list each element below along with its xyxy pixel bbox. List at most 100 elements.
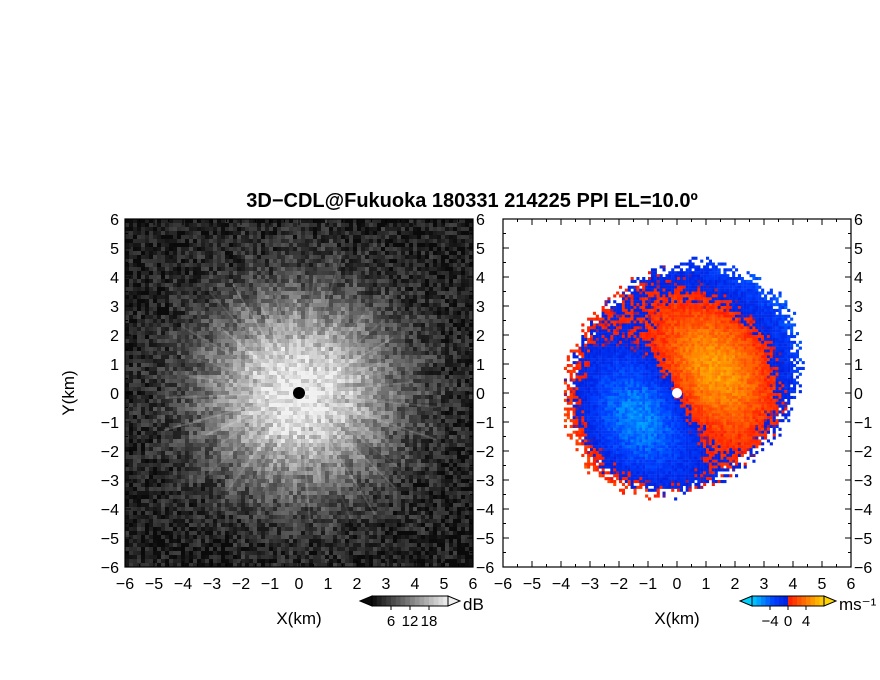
reflectivity-cell: [165, 443, 170, 448]
reflectivity-cell: [333, 399, 338, 404]
reflectivity-cell: [277, 351, 282, 356]
reflectivity-cell: [185, 259, 190, 264]
reflectivity-cell: [277, 523, 282, 528]
reflectivity-cell: [129, 503, 134, 508]
reflectivity-cell: [229, 479, 234, 484]
reflectivity-cell: [309, 487, 314, 492]
reflectivity-cell: [225, 423, 230, 428]
reflectivity-cell: [201, 447, 206, 452]
reflectivity-cell: [181, 499, 186, 504]
reflectivity-cell: [213, 547, 218, 552]
reflectivity-cell: [177, 487, 182, 492]
reflectivity-cell: [213, 299, 218, 304]
reflectivity-cell: [241, 439, 246, 444]
reflectivity-cell: [341, 267, 346, 272]
reflectivity-cell: [213, 223, 218, 228]
reflectivity-cell: [241, 519, 246, 524]
reflectivity-cell: [333, 439, 338, 444]
reflectivity-cell: [173, 267, 178, 272]
reflectivity-cell: [285, 307, 290, 312]
reflectivity-cell: [325, 351, 330, 356]
reflectivity-cell: [209, 479, 214, 484]
reflectivity-cell: [257, 475, 262, 480]
reflectivity-cell: [317, 403, 322, 408]
reflectivity-cell: [185, 367, 190, 372]
reflectivity-cell: [345, 463, 350, 468]
reflectivity-cell: [153, 511, 158, 516]
reflectivity-cell: [269, 459, 274, 464]
reflectivity-cell: [157, 539, 162, 544]
reflectivity-cell: [337, 551, 342, 556]
reflectivity-cell: [205, 539, 210, 544]
reflectivity-cell: [305, 423, 310, 428]
reflectivity-cell: [161, 427, 166, 432]
reflectivity-cell: [309, 523, 314, 528]
reflectivity-cell: [273, 375, 278, 380]
reflectivity-cell: [269, 247, 274, 252]
reflectivity-cell: [217, 415, 222, 420]
reflectivity-cell: [157, 251, 162, 256]
reflectivity-cell: [349, 395, 354, 400]
reflectivity-cell: [169, 319, 174, 324]
reflectivity-cell: [161, 463, 166, 468]
reflectivity-cell: [181, 503, 186, 508]
reflectivity-cell: [305, 459, 310, 464]
reflectivity-cell: [189, 383, 194, 388]
reflectivity-cell: [345, 419, 350, 424]
reflectivity-cell: [217, 259, 222, 264]
reflectivity-cell: [173, 243, 178, 248]
reflectivity-cell: [205, 379, 210, 384]
reflectivity-cell: [161, 447, 166, 452]
reflectivity-cell: [229, 431, 234, 436]
reflectivity-cell: [169, 395, 174, 400]
reflectivity-cell: [285, 563, 290, 568]
reflectivity-cell: [217, 451, 222, 456]
reflectivity-cell: [333, 479, 338, 484]
reflectivity-cell: [201, 507, 206, 512]
reflectivity-cell: [281, 263, 286, 268]
reflectivity-cell: [273, 563, 278, 568]
reflectivity-cell: [241, 403, 246, 408]
reflectivity-cell: [141, 247, 146, 252]
reflectivity-cell: [257, 515, 262, 520]
reflectivity-cell: [353, 235, 358, 240]
reflectivity-cell: [297, 403, 302, 408]
reflectivity-cell: [301, 231, 306, 236]
reflectivity-cell: [185, 479, 190, 484]
reflectivity-cell: [301, 543, 306, 548]
reflectivity-cell: [273, 447, 278, 452]
reflectivity-cell: [265, 435, 270, 440]
reflectivity-cell: [165, 543, 170, 548]
reflectivity-cell: [205, 315, 210, 320]
reflectivity-cell: [337, 435, 342, 440]
reflectivity-cell: [197, 507, 202, 512]
reflectivity-cell: [181, 239, 186, 244]
reflectivity-cell: [177, 519, 182, 524]
reflectivity-cell: [265, 483, 270, 488]
reflectivity-cell: [185, 223, 190, 228]
reflectivity-cell: [245, 451, 250, 456]
reflectivity-cell: [141, 235, 146, 240]
reflectivity-cell: [233, 259, 238, 264]
reflectivity-cell: [161, 519, 166, 524]
reflectivity-cell: [301, 367, 306, 372]
reflectivity-cell: [217, 407, 222, 412]
reflectivity-cell: [181, 547, 186, 552]
reflectivity-cell: [321, 471, 326, 476]
reflectivity-cell: [221, 515, 226, 520]
reflectivity-cell: [317, 371, 322, 376]
reflectivity-cell: [317, 363, 322, 368]
reflectivity-cell: [309, 239, 314, 244]
reflectivity-cell: [205, 271, 210, 276]
reflectivity-cell: [161, 347, 166, 352]
reflectivity-cell: [329, 463, 334, 468]
reflectivity-cell: [289, 267, 294, 272]
reflectivity-cell: [309, 555, 314, 560]
reflectivity-cell: [293, 375, 298, 380]
reflectivity-cell: [337, 543, 342, 548]
reflectivity-cell: [153, 483, 158, 488]
reflectivity-cell: [345, 427, 350, 432]
reflectivity-cell: [241, 299, 246, 304]
reflectivity-cell: [341, 543, 346, 548]
reflectivity-cell: [249, 475, 254, 480]
